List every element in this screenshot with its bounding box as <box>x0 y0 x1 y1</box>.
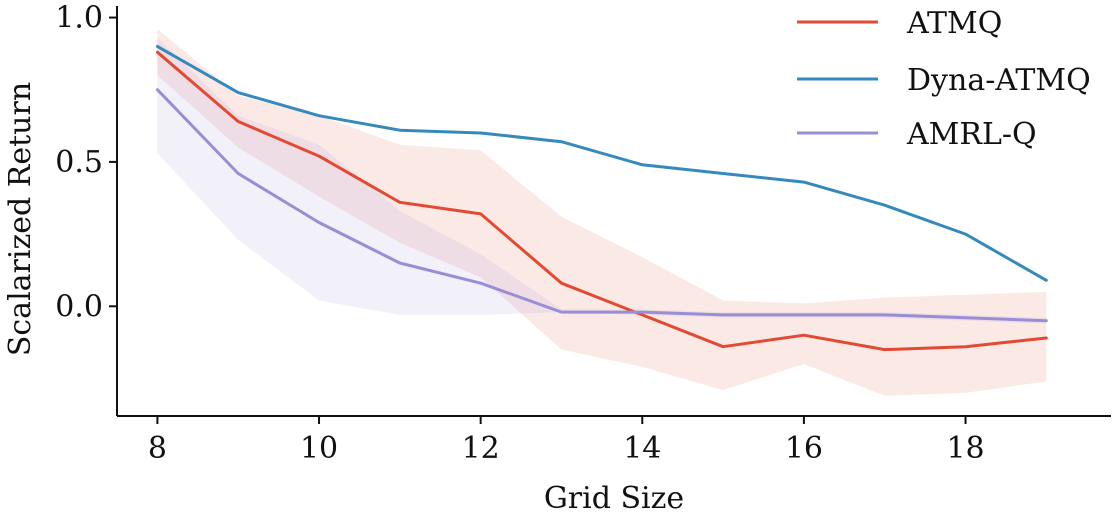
x-tick-label: 12 <box>462 431 500 466</box>
x-axis-ticks: 8 10 12 14 16 18 <box>148 416 985 466</box>
series-line-amrl-q <box>155 88 1048 323</box>
y-tick-label: 1.0 <box>55 1 103 36</box>
series-line-atmq <box>155 50 1048 352</box>
x-tick-label: 14 <box>623 431 661 466</box>
x-tick-label: 8 <box>148 431 167 466</box>
series-lines <box>155 44 1048 352</box>
x-tick-label: 16 <box>785 431 823 466</box>
x-tick-label: 18 <box>946 431 984 466</box>
legend-label-atmq: ATMQ <box>906 6 1002 41</box>
axes <box>116 6 1111 417</box>
x-tick-label: 10 <box>300 431 338 466</box>
legend: ATMQ Dyna-ATMQ AMRL-Q <box>797 6 1091 152</box>
y-tick-label: 0.5 <box>55 145 103 180</box>
band-atmq <box>157 29 1047 396</box>
y-axis-ticks: 0.0 0.5 1.0 <box>55 1 117 324</box>
x-axis-title: Grid Size <box>544 481 684 516</box>
y-axis-title: Scalarized Return <box>3 82 38 356</box>
y-tick-label: 0.0 <box>55 289 103 324</box>
series-line-dyna-atmq <box>155 44 1048 282</box>
legend-label-dyna-atmq: Dyna-ATMQ <box>907 63 1091 98</box>
legend-label-amrl-q: AMRL-Q <box>906 117 1037 152</box>
